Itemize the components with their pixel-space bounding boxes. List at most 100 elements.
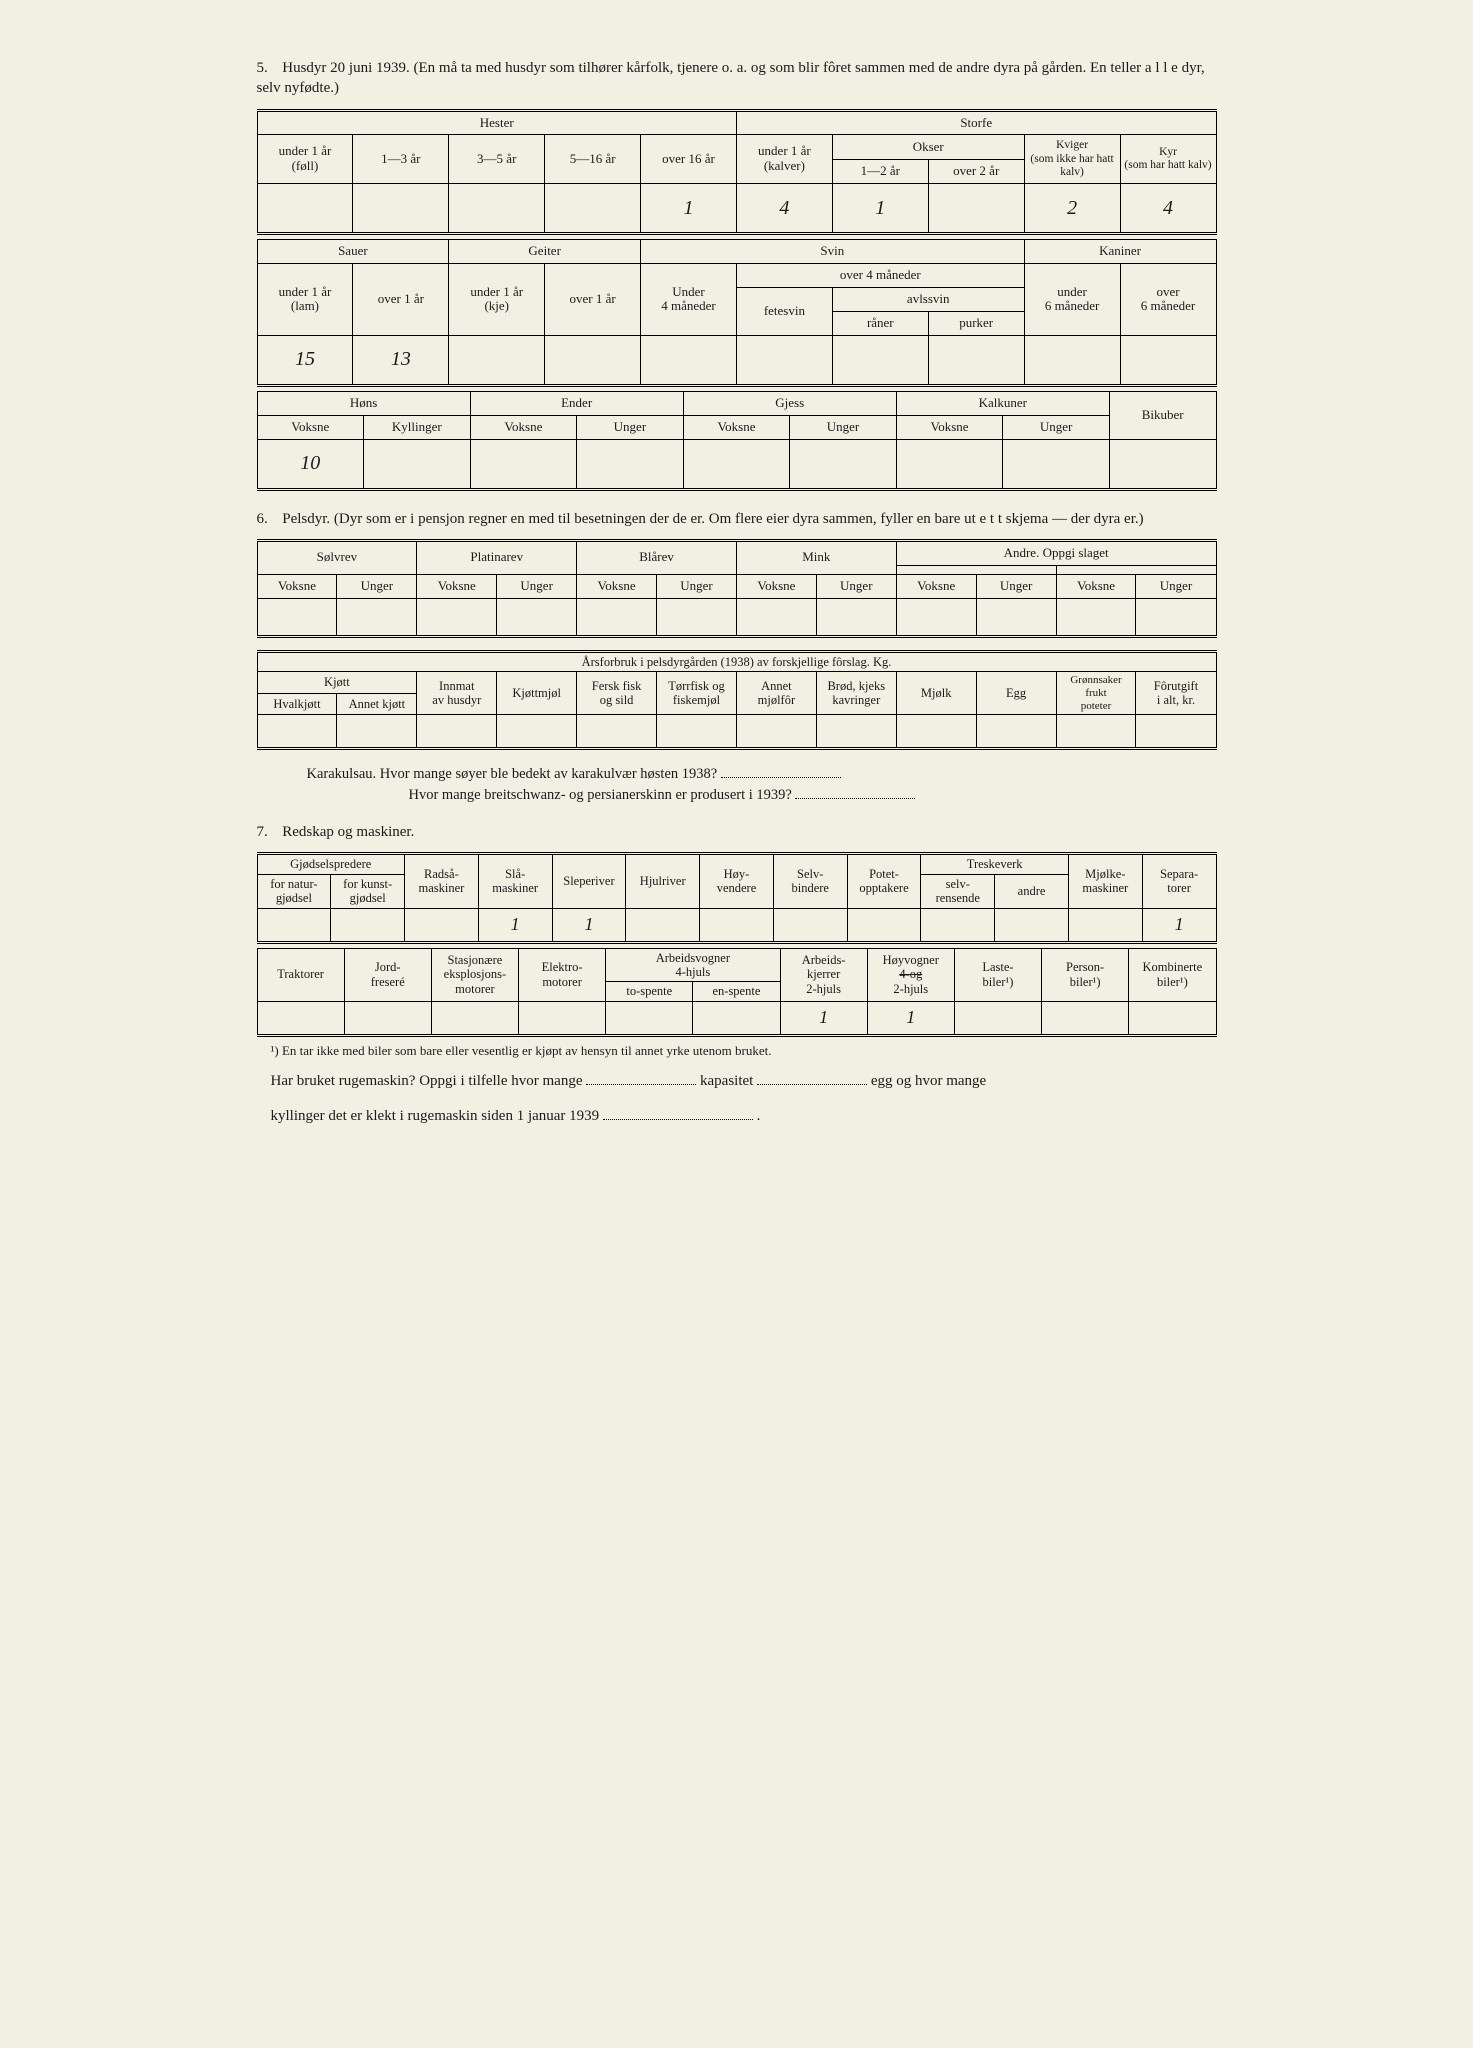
cell-bl-u[interactable] bbox=[657, 598, 737, 636]
cell-raner[interactable] bbox=[832, 335, 928, 385]
cell-kviger[interactable]: 2 bbox=[1024, 184, 1120, 234]
cell-sv-under[interactable] bbox=[641, 335, 737, 385]
cell-6b-11[interactable] bbox=[1056, 715, 1136, 749]
cell-6b-10[interactable] bbox=[976, 715, 1056, 749]
table-fjorfe: Høns Ender Gjess Kalkuner Bikuber Voksne… bbox=[257, 391, 1217, 491]
cell-6b-9[interactable] bbox=[896, 715, 976, 749]
cell-ge1[interactable] bbox=[449, 335, 545, 385]
cell-pl-u[interactable] bbox=[497, 598, 577, 636]
col-7b-1: Traktorer bbox=[257, 948, 344, 1001]
karakul-q2-text: Hvor mange breitschwanz- og persianerski… bbox=[409, 787, 792, 803]
cell-7a-8[interactable] bbox=[773, 908, 847, 942]
col-so-u: Unger bbox=[337, 574, 417, 598]
cell-7a-2[interactable] bbox=[331, 908, 405, 942]
cell-6b-6[interactable] bbox=[657, 715, 737, 749]
cell-ender-v[interactable] bbox=[470, 439, 577, 489]
col-7a-5: Sleperiver bbox=[552, 854, 626, 908]
cell-7a-13[interactable]: 1 bbox=[1142, 908, 1216, 942]
cell-7a-9[interactable] bbox=[847, 908, 921, 942]
cell-7a-3[interactable] bbox=[405, 908, 479, 942]
cell-andre2-label[interactable] bbox=[1056, 565, 1216, 574]
cell-pl-v[interactable] bbox=[417, 598, 497, 636]
cell-kyr[interactable]: 4 bbox=[1120, 184, 1216, 234]
cell-so-v[interactable] bbox=[257, 598, 337, 636]
cell-7b-5[interactable] bbox=[606, 1001, 693, 1035]
cell-a2-u[interactable] bbox=[1136, 598, 1216, 636]
cell-kalk-v[interactable] bbox=[896, 439, 1003, 489]
col-hons-k: Kyllinger bbox=[364, 415, 471, 439]
cell-7b-1[interactable] bbox=[257, 1001, 344, 1035]
cell-6b-4[interactable] bbox=[497, 715, 577, 749]
cell-h4[interactable] bbox=[545, 184, 641, 234]
cell-s1[interactable]: 4 bbox=[736, 184, 832, 234]
cell-a1-v[interactable] bbox=[896, 598, 976, 636]
karakul-q1-blank[interactable] bbox=[721, 777, 841, 778]
col-bl-v: Voksne bbox=[577, 574, 657, 598]
cell-6b-8[interactable] bbox=[816, 715, 896, 749]
fill-blank-3[interactable] bbox=[603, 1119, 753, 1120]
cell-h5[interactable]: 1 bbox=[641, 184, 737, 234]
col-gj1: for natur- gjødsel bbox=[257, 874, 331, 908]
cell-6b-12[interactable] bbox=[1136, 715, 1216, 749]
cell-gjess-u[interactable] bbox=[790, 439, 897, 489]
cell-so-u[interactable] bbox=[337, 598, 417, 636]
fill-blank-2[interactable] bbox=[757, 1084, 867, 1085]
cell-bl-v[interactable] bbox=[577, 598, 657, 636]
cell-7b-3[interactable] bbox=[431, 1001, 518, 1035]
cell-fete[interactable] bbox=[736, 335, 832, 385]
cell-7b-4[interactable] bbox=[519, 1001, 606, 1035]
cell-7b-hv[interactable]: 1 bbox=[867, 1001, 954, 1035]
cell-purker[interactable] bbox=[928, 335, 1024, 385]
cell-6b-3[interactable] bbox=[417, 715, 497, 749]
col-7b-10: Person- biler¹) bbox=[1042, 948, 1129, 1001]
cell-7b-6[interactable] bbox=[693, 1001, 780, 1035]
cell-7a-5[interactable]: 1 bbox=[552, 908, 626, 942]
cell-7b-7[interactable]: 1 bbox=[780, 1001, 867, 1035]
cell-sa1[interactable]: 15 bbox=[257, 335, 353, 385]
cell-ka2[interactable] bbox=[1120, 335, 1216, 385]
cell-7a-12[interactable] bbox=[1068, 908, 1142, 942]
cell-6b-2[interactable] bbox=[337, 715, 417, 749]
cell-ka1[interactable] bbox=[1024, 335, 1120, 385]
cell-7a-11[interactable] bbox=[995, 908, 1069, 942]
cell-andre1-label[interactable] bbox=[896, 565, 1056, 574]
fill-blank-1[interactable] bbox=[586, 1084, 696, 1085]
cell-6b-1[interactable] bbox=[257, 715, 337, 749]
cell-h1[interactable] bbox=[257, 184, 353, 234]
col-a2-v: Voksne bbox=[1056, 574, 1136, 598]
col-7a-12: Mjølke- maskiner bbox=[1068, 854, 1142, 908]
cell-kalk-u[interactable] bbox=[1003, 439, 1110, 489]
cell-7a-10[interactable] bbox=[921, 908, 995, 942]
col-pl-v: Voksne bbox=[417, 574, 497, 598]
cell-mi-v[interactable] bbox=[736, 598, 816, 636]
cell-o1[interactable]: 1 bbox=[832, 184, 928, 234]
cell-h2[interactable] bbox=[353, 184, 449, 234]
hdr-gj: Gjødselspredere bbox=[257, 854, 405, 874]
cell-7b-10[interactable] bbox=[1042, 1001, 1129, 1035]
cell-7a-1[interactable] bbox=[257, 908, 331, 942]
cell-mi-u[interactable] bbox=[816, 598, 896, 636]
cell-7a-7[interactable] bbox=[700, 908, 774, 942]
cell-gjess-v[interactable] bbox=[683, 439, 790, 489]
cell-6b-5[interactable] bbox=[577, 715, 657, 749]
cell-a1-u[interactable] bbox=[976, 598, 1056, 636]
cell-ge2[interactable] bbox=[545, 335, 641, 385]
hdr-solvrev: Sølvrev bbox=[257, 540, 417, 574]
cell-bikuber[interactable] bbox=[1109, 439, 1216, 489]
cell-7b-11[interactable] bbox=[1129, 1001, 1216, 1035]
cell-7a-6[interactable] bbox=[626, 908, 700, 942]
cell-sa2[interactable]: 13 bbox=[353, 335, 449, 385]
cell-7b-9[interactable] bbox=[954, 1001, 1041, 1035]
cell-a2-v[interactable] bbox=[1056, 598, 1136, 636]
cell-hons-v[interactable]: 10 bbox=[257, 439, 364, 489]
cell-h3[interactable] bbox=[449, 184, 545, 234]
cell-ender-u[interactable] bbox=[577, 439, 684, 489]
karakul-q2-blank[interactable] bbox=[795, 798, 915, 799]
cell-7b-2[interactable] bbox=[344, 1001, 431, 1035]
hdr-mink: Mink bbox=[736, 540, 896, 574]
cell-o2[interactable] bbox=[928, 184, 1024, 234]
cell-6b-7[interactable] bbox=[736, 715, 816, 749]
hdr-hester: Hester bbox=[257, 110, 736, 135]
cell-7a-4[interactable]: 1 bbox=[478, 908, 552, 942]
cell-hons-k[interactable] bbox=[364, 439, 471, 489]
